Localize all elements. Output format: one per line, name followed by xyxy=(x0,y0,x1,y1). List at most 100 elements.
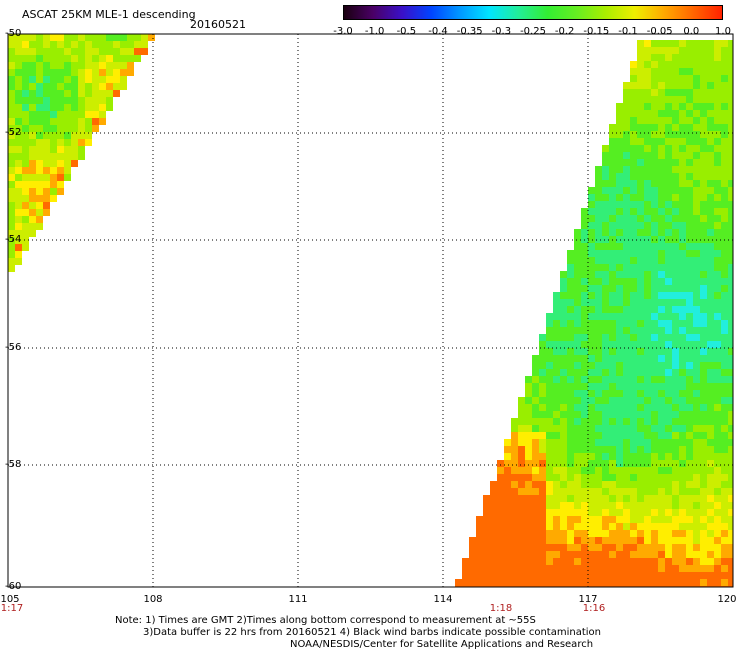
wind-pixel xyxy=(637,201,644,208)
wind-pixel xyxy=(560,453,567,460)
wind-pixel xyxy=(616,341,623,348)
wind-pixel xyxy=(595,264,602,271)
wind-pixel xyxy=(672,572,679,579)
wind-pixel xyxy=(679,229,686,236)
wind-pixel xyxy=(560,327,567,334)
wind-pixel xyxy=(693,180,700,187)
wind-pixel xyxy=(665,173,672,180)
wind-pixel xyxy=(630,397,637,404)
wind-pixel xyxy=(658,551,665,558)
wind-pixel xyxy=(539,390,546,397)
wind-pixel xyxy=(714,453,721,460)
wind-pixel xyxy=(651,306,658,313)
wind-pixel xyxy=(504,502,511,509)
wind-pixel xyxy=(476,523,483,530)
wind-pixel xyxy=(609,537,616,544)
wind-pixel xyxy=(679,250,686,257)
wind-pixel xyxy=(721,285,728,292)
wind-pixel xyxy=(588,383,595,390)
wind-pixel xyxy=(120,76,127,83)
wind-pixel xyxy=(50,139,57,146)
wind-pixel xyxy=(518,446,525,453)
wind-pixel xyxy=(623,411,630,418)
wind-pixel xyxy=(728,40,733,47)
wind-pixel xyxy=(490,516,497,523)
wind-pixel xyxy=(651,117,658,124)
wind-pixel xyxy=(658,82,665,89)
wind-pixel xyxy=(630,572,637,579)
wind-pixel xyxy=(595,201,602,208)
wind-pixel xyxy=(651,145,658,152)
wind-pixel xyxy=(714,397,721,404)
wind-pixel xyxy=(99,69,106,76)
wind-pixel xyxy=(665,306,672,313)
wind-pixel xyxy=(672,264,679,271)
wind-pixel xyxy=(595,474,602,481)
wind-pixel xyxy=(113,83,120,90)
wind-pixel xyxy=(728,411,733,418)
wind-pixel xyxy=(22,188,29,195)
wind-pixel xyxy=(665,488,672,495)
wind-pixel xyxy=(525,537,532,544)
wind-pixel xyxy=(728,453,733,460)
wind-pixel xyxy=(15,195,22,202)
wind-pixel xyxy=(574,285,581,292)
wind-pixel xyxy=(672,481,679,488)
wind-pixel xyxy=(693,250,700,257)
wind-pixel xyxy=(15,188,22,195)
wind-pixel xyxy=(693,481,700,488)
wind-pixel xyxy=(651,446,658,453)
wind-pixel xyxy=(602,180,609,187)
wind-pixel xyxy=(588,537,595,544)
wind-pixel xyxy=(672,201,679,208)
wind-pixel xyxy=(637,572,644,579)
wind-pixel xyxy=(721,124,728,131)
wind-pixel xyxy=(714,537,721,544)
wind-pixel xyxy=(609,551,616,558)
wind-pixel xyxy=(553,404,560,411)
wind-pixel xyxy=(560,285,567,292)
wind-pixel xyxy=(567,537,574,544)
wind-pixel xyxy=(651,68,658,75)
wind-pixel xyxy=(637,334,644,341)
map-frame xyxy=(7,33,734,588)
wind-pixel xyxy=(532,558,539,565)
wind-pixel xyxy=(518,523,525,530)
wind-pixel xyxy=(728,467,733,474)
wind-pixel xyxy=(29,111,36,118)
wind-pixel xyxy=(36,90,43,97)
wind-pixel xyxy=(595,565,602,572)
wind-pixel xyxy=(623,103,630,110)
wind-pixel xyxy=(8,83,15,90)
wind-pixel xyxy=(644,194,651,201)
wind-pixel xyxy=(518,481,525,488)
wind-pixel xyxy=(679,313,686,320)
wind-pixel xyxy=(630,180,637,187)
wind-pixel xyxy=(511,565,518,572)
wind-pixel xyxy=(700,432,707,439)
wind-pixel xyxy=(106,41,113,48)
wind-pixel xyxy=(644,467,651,474)
wind-pixel xyxy=(581,264,588,271)
wind-pixel xyxy=(92,55,99,62)
wind-pixel xyxy=(504,467,511,474)
wind-pixel xyxy=(630,404,637,411)
wind-pixel xyxy=(651,376,658,383)
wind-pixel xyxy=(602,313,609,320)
wind-pixel xyxy=(518,537,525,544)
wind-pixel xyxy=(679,180,686,187)
wind-pixel xyxy=(15,48,22,55)
wind-pixel xyxy=(700,222,707,229)
wind-pixel xyxy=(36,111,43,118)
wind-pixel xyxy=(609,404,616,411)
wind-pixel xyxy=(595,509,602,516)
wind-pixel xyxy=(658,152,665,159)
wind-pixel xyxy=(602,558,609,565)
wind-pixel xyxy=(609,313,616,320)
wind-pixel xyxy=(616,502,623,509)
wind-pixel xyxy=(539,383,546,390)
wind-pixel xyxy=(609,229,616,236)
wind-pixel xyxy=(693,474,700,481)
wind-pixel xyxy=(721,166,728,173)
wind-pixel xyxy=(609,250,616,257)
